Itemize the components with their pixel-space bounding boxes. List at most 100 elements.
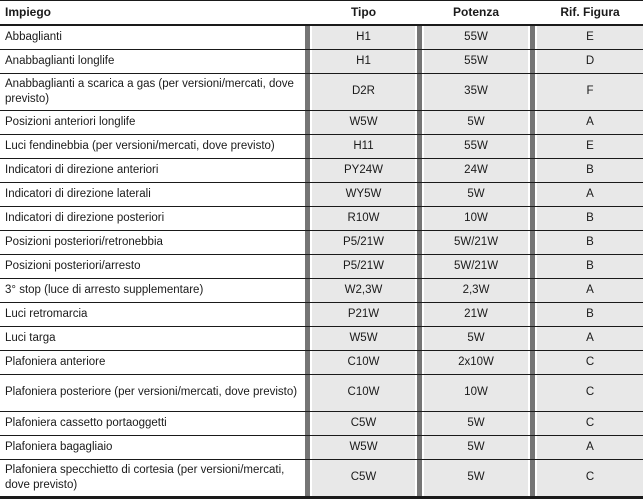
table-row: Plafoniera cassetto portaoggetti C5W 5W C (0, 411, 643, 436)
column-separator (528, 206, 537, 231)
column-separator (303, 326, 312, 351)
column-separator (303, 49, 312, 74)
column-separator (303, 350, 312, 375)
cell-tipo: WY5W (312, 182, 415, 207)
cell-potenza: 5W (424, 110, 528, 135)
cell-impiego: Plafoniera specchietto di cortesia (per … (0, 459, 303, 499)
cell-rif-figura: B (537, 158, 643, 183)
column-header-rif-figura: Rif. Figura (537, 0, 643, 26)
cell-potenza: 5W (424, 326, 528, 351)
column-separator (528, 435, 537, 460)
cell-potenza: 5W (424, 435, 528, 460)
cell-rif-figura: C (537, 374, 643, 412)
column-separator (415, 230, 424, 255)
cell-potenza: 24W (424, 158, 528, 183)
cell-impiego: Abbaglianti (0, 24, 303, 50)
cell-rif-figura: A (537, 182, 643, 207)
cell-rif-figura: C (537, 459, 643, 499)
cell-rif-figura: C (537, 350, 643, 375)
cell-rif-figura: E (537, 134, 643, 159)
table-row: Abbaglianti H1 55W E (0, 24, 643, 50)
table-row: Posizioni posteriori/arresto P5/21W 5W/21W… (0, 254, 643, 279)
column-separator (528, 350, 537, 375)
cell-rif-figura: B (537, 206, 643, 231)
column-separator (415, 0, 424, 26)
table-row: Luci fendinebbia (per versioni/mercati, … (0, 134, 643, 159)
cell-rif-figura: A (537, 278, 643, 303)
cell-impiego: Posizioni anteriori longlife (0, 110, 303, 135)
column-separator (415, 158, 424, 183)
cell-rif-figura: B (537, 302, 643, 327)
table-row: Indicatori di direzione posteriori R10W 10… (0, 206, 643, 231)
column-separator (415, 278, 424, 303)
column-header-impiego: Impiego (0, 0, 303, 26)
cell-impiego: Anabbaglianti a scarica a gas (per versi… (0, 73, 303, 111)
cell-tipo: W5W (312, 435, 415, 460)
column-separator (303, 110, 312, 135)
cell-rif-figura: C (537, 411, 643, 436)
cell-potenza: 35W (424, 73, 528, 111)
cell-impiego: Plafoniera cassetto portaoggetti (0, 411, 303, 436)
column-separator (415, 110, 424, 135)
table-row: Luci targa W5W 5W A (0, 326, 643, 351)
cell-impiego: Indicatori di direzione laterali (0, 182, 303, 207)
column-separator (303, 459, 312, 499)
cell-tipo: P21W (312, 302, 415, 327)
cell-impiego: 3° stop (luce di arresto supplementare) (0, 278, 303, 303)
cell-potenza: 5W (424, 411, 528, 436)
cell-tipo: R10W (312, 206, 415, 231)
column-separator (303, 435, 312, 460)
cell-tipo: C10W (312, 350, 415, 375)
cell-tipo: C10W (312, 374, 415, 412)
cell-tipo: W5W (312, 326, 415, 351)
cell-rif-figura: A (537, 326, 643, 351)
cell-rif-figura: A (537, 110, 643, 135)
table-row: Posizioni posteriori/retronebbia P5/21W 5W… (0, 230, 643, 255)
table-row: Luci retromarcia P21W 21W B (0, 302, 643, 327)
cell-potenza: 5W/21W (424, 230, 528, 255)
cell-tipo: H1 (312, 24, 415, 50)
column-separator (528, 110, 537, 135)
cell-potenza: 5W (424, 459, 528, 499)
cell-rif-figura: B (537, 230, 643, 255)
column-separator (415, 411, 424, 436)
cell-impiego: Posizioni posteriori/arresto (0, 254, 303, 279)
cell-impiego: Indicatori di direzione posteriori (0, 206, 303, 231)
column-separator (528, 254, 537, 279)
column-separator (415, 435, 424, 460)
column-separator (528, 49, 537, 74)
cell-potenza: 10W (424, 374, 528, 412)
column-separator (415, 206, 424, 231)
table-row: Anabbaglianti longlife H1 55W D (0, 49, 643, 74)
column-separator (528, 411, 537, 436)
cell-rif-figura: B (537, 254, 643, 279)
column-header-potenza: Potenza (424, 0, 528, 26)
cell-impiego: Luci targa (0, 326, 303, 351)
column-separator (303, 374, 312, 412)
column-separator (528, 158, 537, 183)
cell-potenza: 55W (424, 134, 528, 159)
column-separator (528, 374, 537, 412)
column-separator (303, 0, 312, 26)
cell-impiego: Plafoniera anteriore (0, 350, 303, 375)
table-row: 3° stop (luce di arresto supplementare) W… (0, 278, 643, 303)
cell-potenza: 10W (424, 206, 528, 231)
column-separator (303, 411, 312, 436)
column-separator (528, 24, 537, 50)
column-separator (303, 73, 312, 111)
cell-impiego: Posizioni posteriori/retronebbia (0, 230, 303, 255)
column-separator (303, 302, 312, 327)
cell-potenza: 55W (424, 24, 528, 50)
column-separator (303, 278, 312, 303)
cell-tipo: H11 (312, 134, 415, 159)
header-row: Impiego Tipo Potenza Rif. Figura (0, 0, 643, 26)
column-separator (528, 182, 537, 207)
cell-tipo: H1 (312, 49, 415, 74)
column-separator (415, 350, 424, 375)
cell-tipo: C5W (312, 411, 415, 436)
column-separator (415, 24, 424, 50)
column-separator (415, 182, 424, 207)
column-separator (415, 73, 424, 111)
cell-tipo: C5W (312, 459, 415, 499)
column-separator (303, 206, 312, 231)
